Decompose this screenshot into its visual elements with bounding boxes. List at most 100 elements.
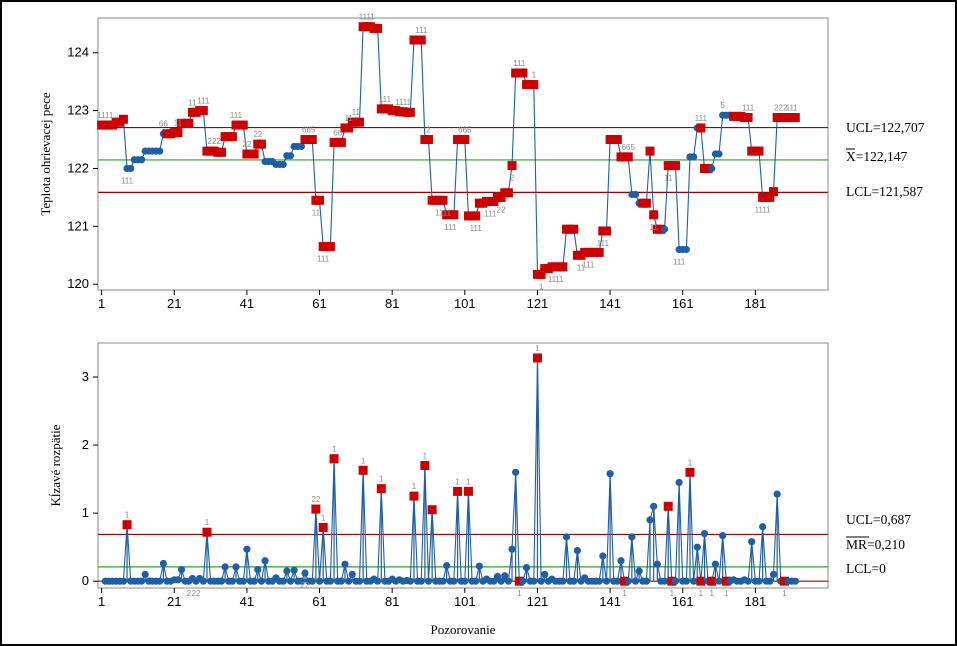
flagged-point — [202, 527, 212, 537]
flagged-point — [779, 576, 789, 586]
data-point — [177, 566, 186, 574]
data-point — [671, 577, 680, 585]
test-flag-label: 1 — [125, 511, 130, 520]
flagged-point — [318, 522, 328, 532]
data-point — [606, 470, 614, 478]
x-tick-label: 121 — [527, 296, 549, 311]
test-flag-label: 1 — [688, 458, 693, 467]
y-tick-label: 2 — [82, 437, 89, 452]
test-flag-label: 66 — [159, 120, 168, 129]
flagged-point — [496, 192, 506, 202]
x-tick-label: 21 — [167, 594, 181, 609]
data-point — [374, 577, 382, 585]
data-point — [708, 164, 716, 173]
test-flag-label: 22 — [301, 581, 310, 590]
data-point — [250, 577, 258, 585]
data-point — [283, 567, 291, 575]
flagged-point — [122, 520, 132, 530]
data-point — [501, 572, 509, 580]
data-point — [127, 164, 135, 173]
data-point — [653, 560, 661, 568]
flagged-point — [373, 23, 383, 33]
flagged-point — [790, 113, 800, 123]
x-tick-label: 181 — [745, 296, 767, 311]
test-flag-label: 1 — [205, 518, 210, 527]
data-point — [711, 560, 720, 568]
flagged-point — [707, 576, 717, 586]
test-flag-label: 1 — [517, 589, 522, 598]
data-point — [530, 577, 538, 585]
data-point — [537, 577, 545, 585]
flagged-point — [423, 135, 433, 145]
data-point — [290, 566, 298, 574]
flagged-point — [249, 149, 259, 159]
flagged-point — [514, 576, 524, 586]
flagged-point — [449, 210, 459, 220]
flagged-point — [325, 242, 335, 252]
x-tick-label: 161 — [672, 594, 694, 609]
test-flag-label: 11 — [344, 114, 353, 123]
x-tick-label: 141 — [599, 296, 621, 311]
test-flag-label: 22 — [311, 495, 320, 504]
test-flag-label: 111 — [317, 255, 330, 264]
data-point — [257, 577, 266, 585]
x-tick-label: 121 — [527, 594, 549, 609]
flagged-point — [471, 211, 481, 221]
x-tick-label: 1 — [98, 296, 105, 311]
test-flag-label: 11 — [577, 263, 586, 272]
test-flag-label: 1 — [539, 282, 544, 291]
data-point — [512, 468, 520, 476]
data-point — [715, 577, 723, 585]
flagged-point — [612, 135, 622, 145]
y-tick-label: 122 — [67, 160, 89, 175]
data-point — [199, 577, 207, 585]
data-point — [635, 567, 643, 575]
data-point — [348, 570, 356, 578]
flagged-point — [173, 128, 183, 138]
x-tick-label: 101 — [454, 296, 476, 311]
flagged-point — [238, 120, 248, 130]
test-flag-label: 1 — [724, 589, 729, 598]
plot-area — [97, 342, 829, 589]
test-flag-label: 22 — [497, 205, 506, 214]
data-point — [624, 577, 632, 585]
flagged-point — [645, 146, 655, 156]
flagged-point — [438, 195, 448, 205]
x-tick-label: 41 — [240, 296, 254, 311]
x-tick-label: 181 — [745, 594, 767, 609]
flagged-point — [227, 132, 237, 142]
test-flag-label: 1 — [455, 477, 460, 486]
lcl-label: LCL=121,587 — [846, 184, 923, 199]
data-point — [744, 577, 752, 585]
data-point — [341, 560, 349, 568]
flagged-point — [703, 163, 713, 173]
test-flag-label: 1 — [782, 589, 787, 598]
flagged-point — [769, 187, 779, 197]
x-tick-label: 61 — [312, 594, 326, 609]
flagged-point — [765, 192, 775, 202]
center-label: MR=0,210 — [846, 537, 905, 552]
data-point — [682, 245, 690, 254]
data-point — [174, 576, 182, 584]
data-point — [286, 577, 295, 585]
flagged-point — [427, 505, 437, 515]
test-flag-label: 1 — [532, 71, 537, 80]
flagged-point — [743, 113, 753, 123]
flagged-point — [453, 486, 463, 496]
data-point — [450, 577, 458, 585]
data-point — [297, 577, 305, 585]
data-point — [424, 577, 433, 585]
test-flag-label: 2 — [426, 126, 431, 135]
test-flag-label: 111 — [786, 104, 799, 113]
test-flag-label: 111 — [470, 224, 483, 233]
test-flag-label: 22 — [253, 130, 262, 139]
flagged-point — [184, 118, 194, 128]
data-point — [156, 577, 164, 585]
flagged-point — [336, 137, 346, 147]
test-flag-label: 1 — [670, 589, 675, 598]
data-point — [308, 577, 316, 585]
x-tick-label: 1 — [98, 594, 105, 609]
flagged-point — [667, 576, 677, 586]
data-point — [137, 156, 146, 164]
flagged-point — [620, 576, 630, 586]
